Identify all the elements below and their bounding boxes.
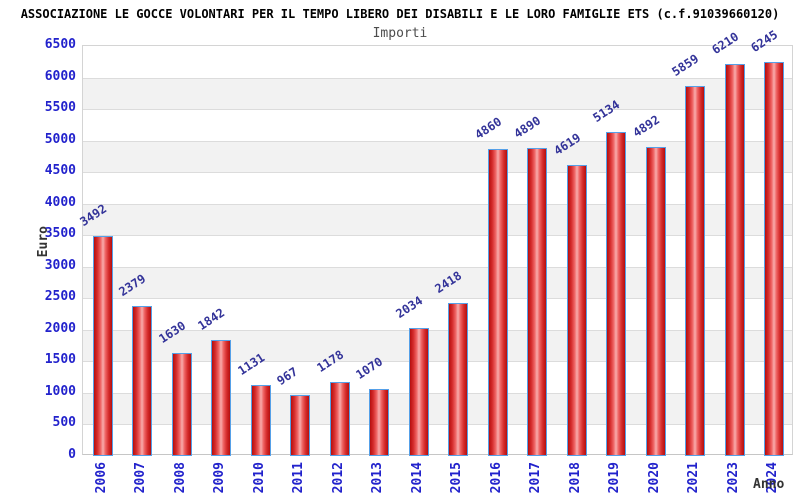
- bar-2023: [724, 64, 745, 456]
- x-tick-2013: 2013: [370, 462, 386, 494]
- x-tick-2017: 2017: [528, 462, 544, 494]
- plot-band: [83, 77, 792, 110]
- bar-2011: [290, 395, 311, 456]
- gridline: [83, 361, 792, 363]
- gridline: [83, 424, 792, 426]
- gridline: [83, 203, 792, 205]
- x-axis-title: Anno: [753, 477, 785, 492]
- bar-2010: [250, 384, 271, 456]
- y-tick-500: 500: [52, 415, 76, 431]
- plot-band: [83, 140, 792, 173]
- gridline: [83, 266, 792, 268]
- x-tick-2019: 2019: [607, 462, 623, 494]
- y-tick-1000: 1000: [44, 383, 76, 399]
- gridline: [83, 140, 792, 142]
- x-tick-2021: 2021: [686, 462, 702, 494]
- plot-band: [83, 203, 792, 236]
- y-tick-2500: 2500: [44, 289, 76, 305]
- x-tick-2006: 2006: [93, 462, 109, 494]
- bar-2018: [566, 164, 587, 456]
- bar-2020: [645, 147, 666, 456]
- bar-2017: [527, 147, 548, 456]
- x-tick-2015: 2015: [449, 462, 465, 494]
- y-tick-4500: 4500: [44, 163, 76, 179]
- bar-2008: [171, 353, 192, 456]
- y-tick-3500: 3500: [44, 226, 76, 242]
- x-tick-2020: 2020: [646, 462, 662, 494]
- x-tick-2011: 2011: [291, 462, 307, 494]
- y-tick-0: 0: [68, 447, 76, 462]
- y-tick-2000: 2000: [44, 320, 76, 336]
- bar-2007: [132, 305, 153, 456]
- y-tick-1500: 1500: [44, 352, 76, 368]
- plot-area: [82, 45, 793, 456]
- y-tick-6500: 6500: [44, 37, 76, 52]
- chart-title: ASSOCIAZIONE LE GOCCE VOLONTARI PER IL T…: [20, 7, 780, 21]
- gridline: [83, 109, 792, 111]
- gridline: [83, 235, 792, 237]
- bar-2015: [448, 303, 469, 456]
- bar-2012: [329, 381, 350, 456]
- gridline: [83, 172, 792, 174]
- x-tick-2010: 2010: [251, 462, 267, 494]
- bar-2021: [685, 86, 706, 456]
- gridline: [83, 298, 792, 300]
- x-tick-2023: 2023: [725, 462, 741, 494]
- plot-band: [83, 329, 792, 362]
- chart-subtitle: Importi: [372, 26, 428, 41]
- bar-2019: [606, 132, 627, 456]
- plot-band: [83, 266, 792, 299]
- bar-2014: [408, 327, 429, 456]
- x-tick-2014: 2014: [409, 462, 425, 494]
- x-tick-2007: 2007: [133, 462, 149, 494]
- y-tick-6000: 6000: [44, 68, 76, 84]
- bar-2009: [211, 339, 232, 456]
- bar-2006: [92, 235, 113, 456]
- x-tick-2018: 2018: [567, 462, 583, 494]
- bar-2016: [487, 149, 508, 456]
- gridline: [83, 392, 792, 394]
- x-tick-2008: 2008: [172, 462, 188, 494]
- gridline: [83, 329, 792, 331]
- bar-2013: [369, 388, 390, 456]
- x-tick-2016: 2016: [488, 462, 504, 494]
- y-tick-5000: 5000: [44, 131, 76, 147]
- y-tick-5500: 5500: [44, 100, 76, 116]
- plot-band: [83, 392, 792, 425]
- x-tick-2009: 2009: [212, 462, 228, 494]
- bar-2024: [764, 62, 785, 456]
- gridline: [83, 77, 792, 79]
- x-tick-2012: 2012: [330, 462, 346, 494]
- y-tick-3000: 3000: [44, 257, 76, 273]
- y-tick-4000: 4000: [44, 194, 76, 210]
